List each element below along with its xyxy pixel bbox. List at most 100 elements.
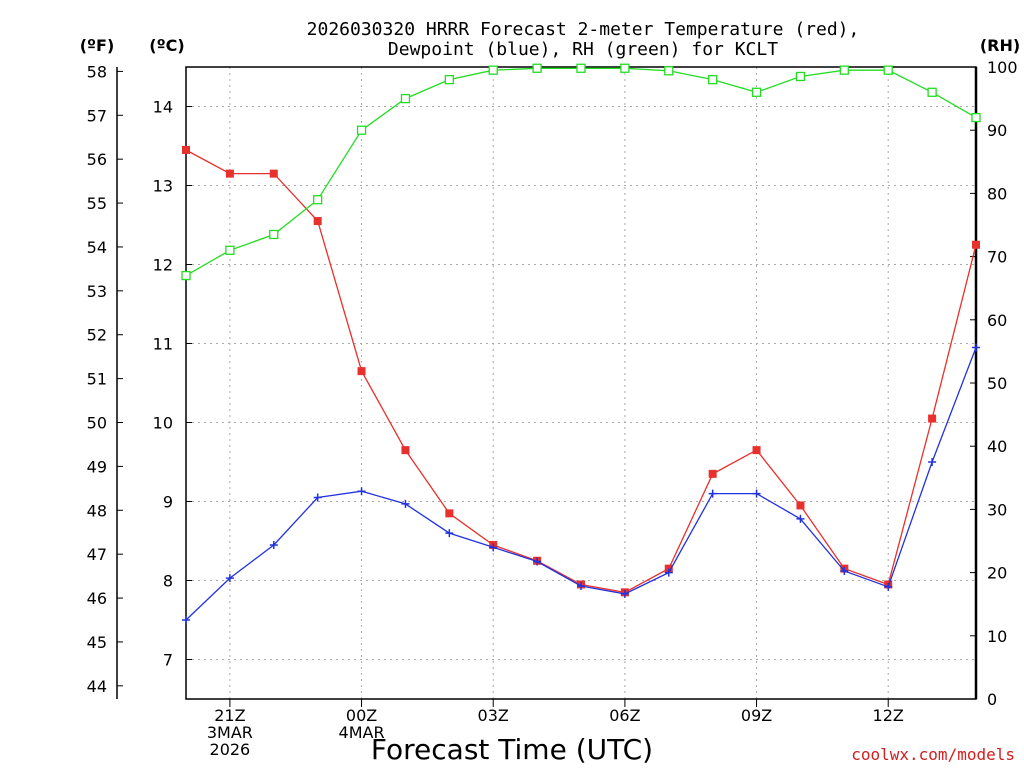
rh-point [356,125,367,135]
x-tick-label: 2026 [210,740,251,759]
celsius-tick-label: 9 [163,493,173,512]
rh-point [620,63,630,73]
rh-tick-label: 80 [987,184,1007,203]
rh-point [181,270,191,281]
dewpoint-point [708,489,717,498]
rh-point [313,195,323,205]
x-tick-label: 21Z [214,706,245,725]
fahrenheit-tick-label: 48 [87,501,107,520]
credit-label: coolwx.com/models [851,745,1015,764]
fahrenheit-unit-label: (ºF) [80,36,115,55]
rh-tick-label: 0 [987,690,997,709]
dewpoint-point [533,557,542,566]
dewpoint-point [664,568,673,577]
chart-title-line-2: Dewpoint (blue), RH (green) for KCLT [388,39,778,60]
fahrenheit-tick-label: 50 [87,414,107,433]
dewpoint-point [840,567,849,576]
fahrenheit-tick-label: 57 [87,106,107,125]
fahrenheit-tick-label: 46 [87,589,107,608]
celsius-tick-label: 8 [163,572,173,591]
celsius-tick-label: 12 [153,256,173,275]
series-temperature [182,145,980,597]
rh-point [488,65,498,75]
celsius-tick-label: 11 [153,335,173,354]
dewpoint-point [445,529,454,538]
axes: 44 45 46 47 48 49 50 51 52 53 54 55 56 57 58 7 8 9 10 11 12 1… [87,58,1018,759]
rh-point [400,93,411,104]
rh-point [664,66,674,76]
fahrenheit-tick-label: 58 [87,62,107,81]
x-axis-label: Forecast Time (UTC) [371,733,653,766]
dewpoint-point [620,589,629,598]
temperature-point [269,169,278,178]
rh-tick-label: 70 [987,248,1007,267]
dewpoint-point [225,574,234,583]
rh-point [751,87,762,97]
rh-tick-label: 20 [987,564,1007,583]
fahrenheit-tick-label: 47 [87,545,107,564]
temperature-line [185,149,977,594]
dewpoint-point [401,499,410,508]
fahrenheit-tick-label: 54 [87,238,107,257]
dewpoint-point [269,540,278,549]
dewpoint-point [884,582,893,591]
temperature-point [752,446,761,455]
rh-tick-label: 30 [987,500,1007,519]
rh-point [971,112,981,123]
temperature-point [313,217,322,226]
x-tick-label: 3MAR [207,723,253,742]
celsius-tick-label: 13 [153,177,173,196]
gridlines [186,67,976,699]
dewpoint-point [313,493,322,502]
fahrenheit-tick-label: 49 [87,457,107,476]
dewpoint-point [577,582,585,591]
fahrenheit-tick-label: 52 [87,326,107,345]
x-tick-label: 00Z [346,706,377,725]
rh-tick-label: 10 [987,627,1007,646]
fahrenheit-tick-label: 45 [87,633,107,652]
chart-title-line-1: 2026030320 HRRR Forecast 2-meter Tempera… [307,19,860,40]
rh-line [185,67,977,277]
x-tick-label: 03Z [478,706,509,725]
dewpoint-point [752,489,761,498]
temperature-point [796,501,805,510]
temperature-point [357,367,366,376]
rh-tick-label: 90 [987,121,1007,140]
x-tick-label: 4MAR [339,723,385,742]
rh-tick-label: 60 [987,311,1007,330]
celsius-tick-label: 14 [153,98,173,117]
rh-unit-label: (RH) [980,36,1020,55]
temperature-point [445,509,454,518]
fahrenheit-tick-label: 44 [87,677,107,696]
rh-point [883,65,893,75]
rh-point [927,87,937,97]
fahrenheit-tick-label: 53 [87,282,107,301]
dewpoint-point [796,514,805,523]
rh-tick-label: 40 [987,437,1007,456]
rh-point [708,74,718,85]
temperature-point [225,169,234,178]
fahrenheit-tick-label: 56 [87,150,107,169]
rh-point [795,71,806,82]
x-tick-label: 06Z [609,706,640,725]
series-group [181,63,981,624]
series-dewpoint [182,343,980,624]
temperature-point [401,446,410,455]
rh-point [839,65,849,75]
temperature-point [928,414,937,423]
rh-point [225,245,235,255]
dewpoint-point [972,343,980,352]
rh-point [532,63,542,73]
dewpoint-point [357,487,366,496]
dewpoint-point [928,458,937,466]
x-tick-label: 12Z [873,706,904,725]
rh-tick-label: 100 [987,58,1018,77]
celsius-tick-label: 10 [153,414,173,433]
plot-frame [185,66,977,700]
fahrenheit-tick-label: 55 [87,194,107,213]
dewpoint-point [182,616,190,624]
rh-point [269,229,279,240]
temperature-point [972,240,980,249]
rh-tick-label: 50 [987,374,1007,393]
series-rh [181,63,981,281]
